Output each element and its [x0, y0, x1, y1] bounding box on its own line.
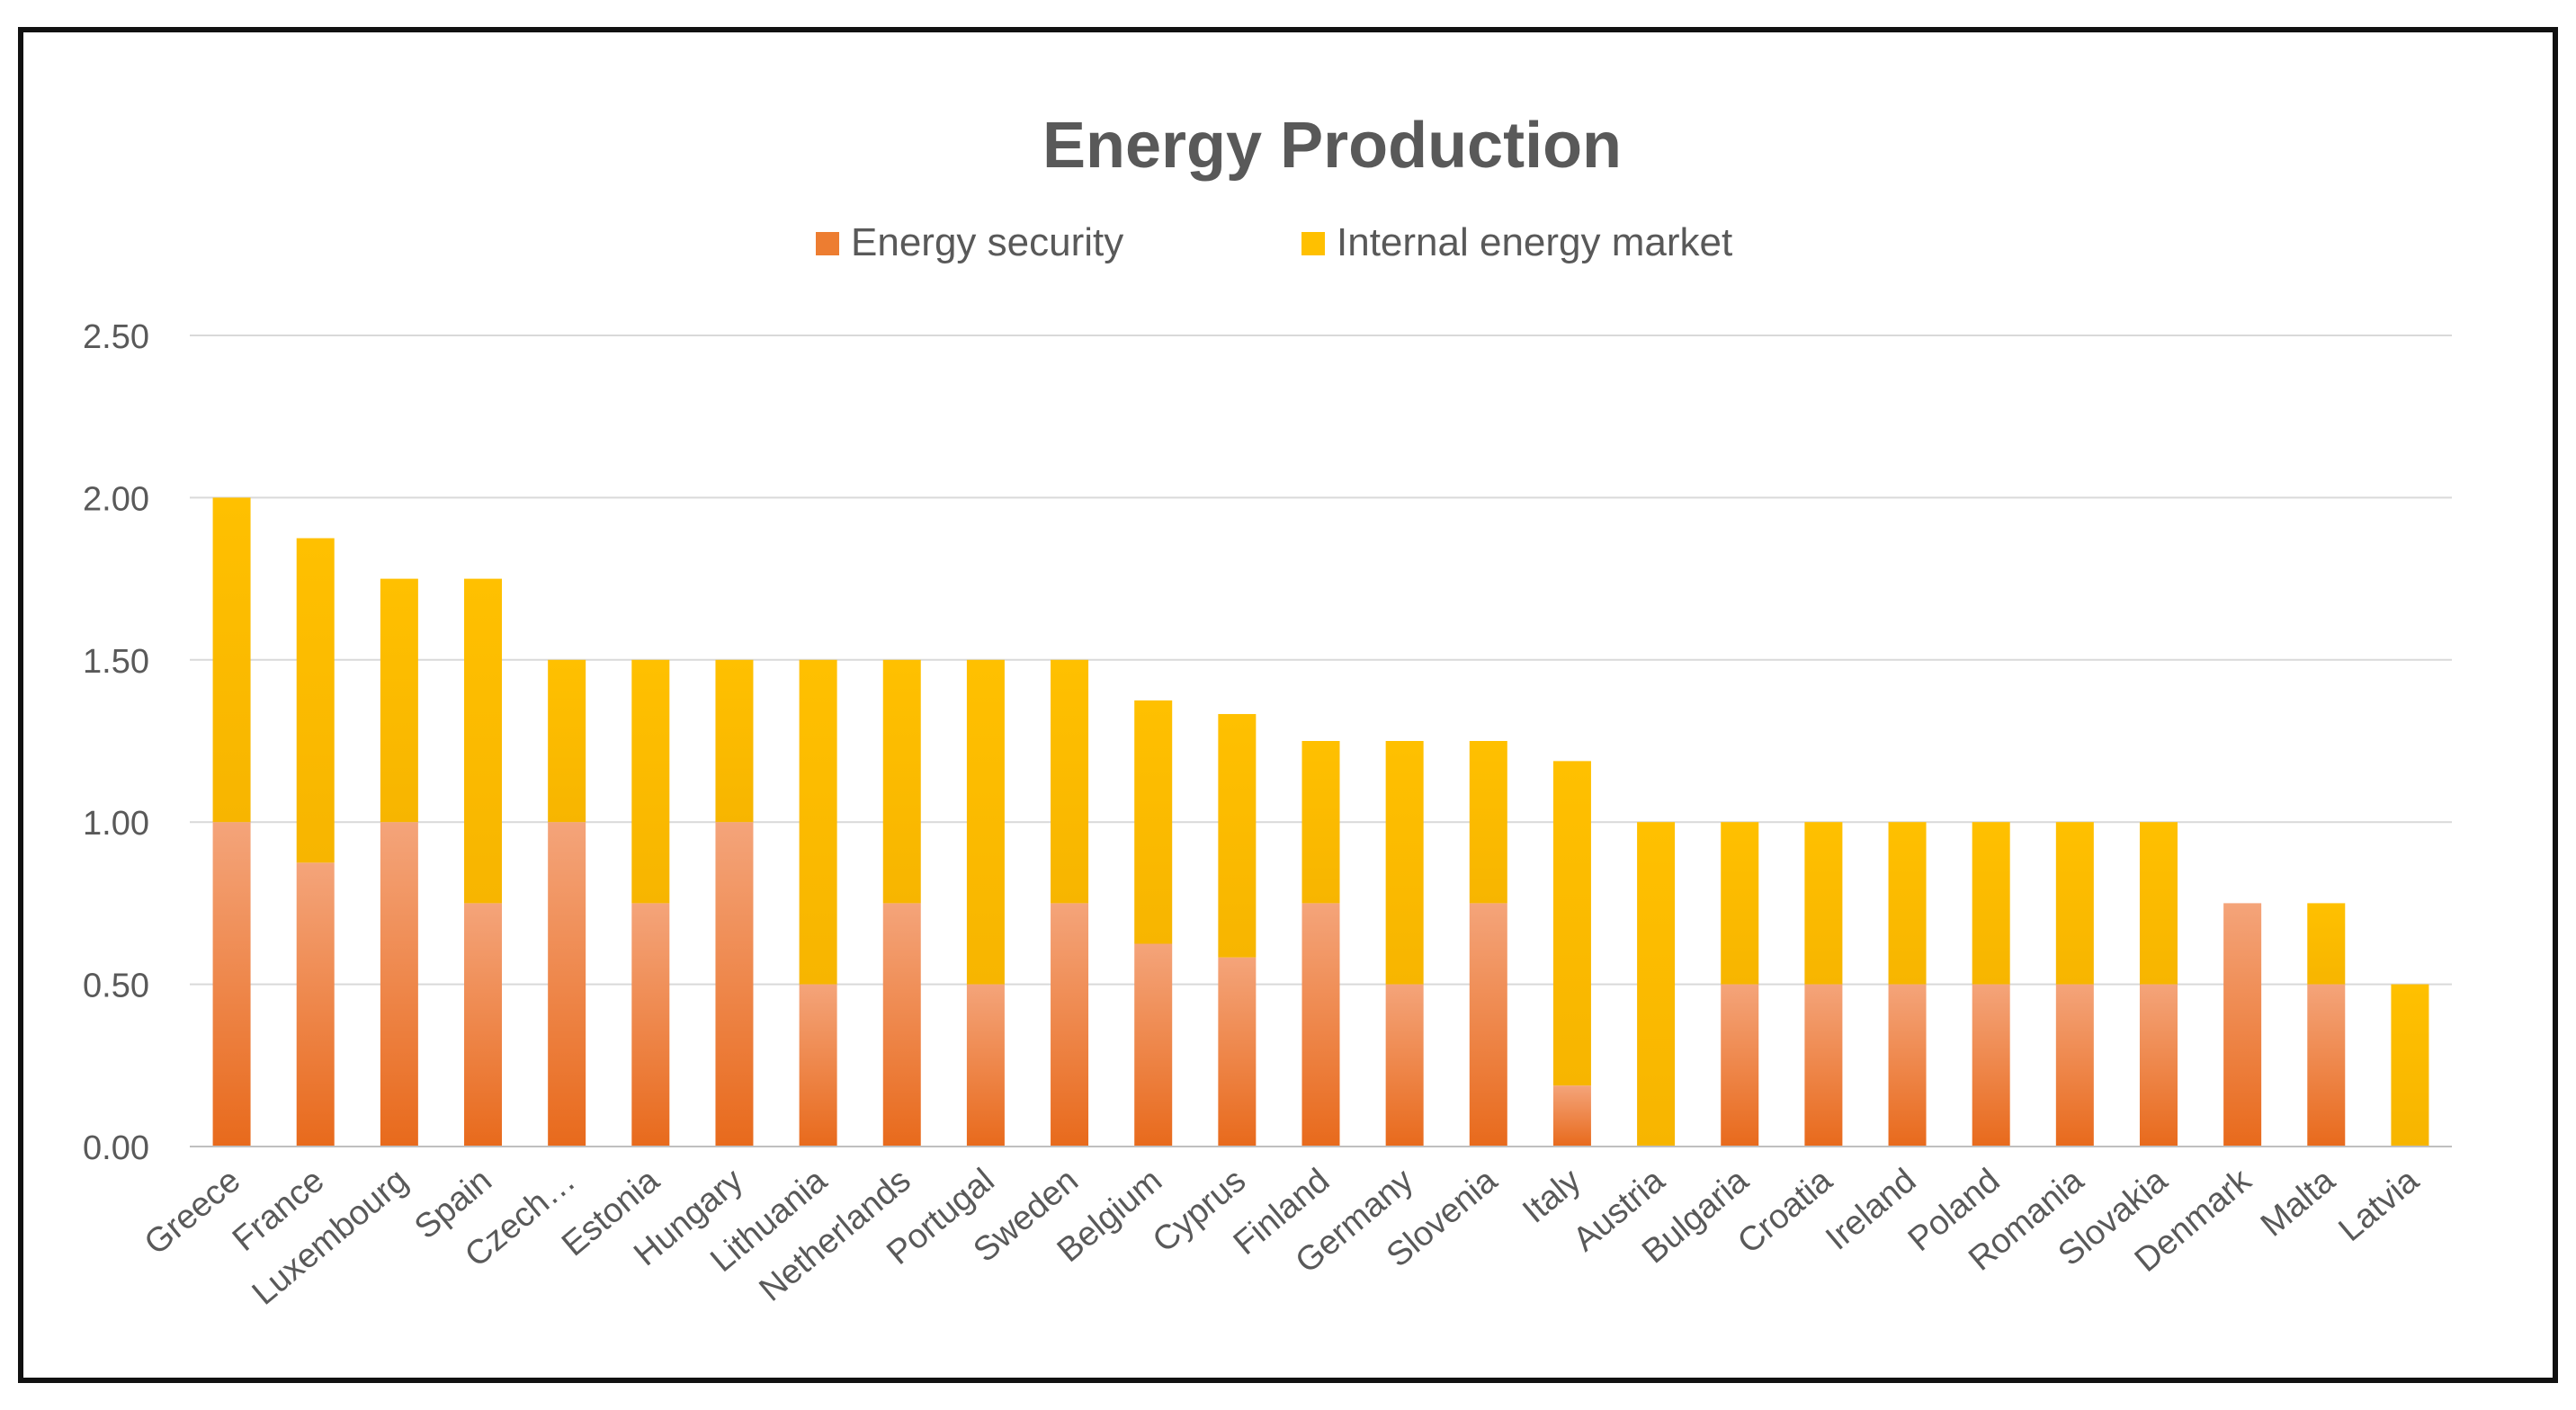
bar-energy-security	[1051, 903, 1089, 1147]
bar-internal-energy-market	[1637, 822, 1676, 1147]
bar-internal-energy-market	[1301, 741, 1340, 904]
bar-energy-security	[2055, 984, 2094, 1147]
bar-internal-energy-market	[212, 497, 251, 823]
bar-internal-energy-market	[1385, 741, 1424, 985]
bar-energy-security	[1301, 903, 1340, 1147]
bar-energy-security	[1972, 984, 2010, 1147]
bar-energy-security	[631, 903, 670, 1147]
legend: Energy security Internal energy market	[816, 220, 1732, 264]
x-category-label: Latvia	[2332, 1161, 2427, 1249]
legend-swatch-energy-security	[816, 232, 839, 255]
x-category-labels: GreeceFranceLuxembourgSpainCzech…Estonia…	[138, 1161, 2427, 1313]
bar-internal-energy-market	[2307, 903, 2346, 985]
bar-energy-security	[799, 984, 837, 1147]
bar-energy-security	[2307, 984, 2346, 1147]
bar-internal-energy-market	[631, 659, 670, 904]
bar-internal-energy-market	[548, 659, 586, 823]
bar-internal-energy-market	[799, 659, 837, 985]
chart-frame: Energy Production Energy security Intern…	[18, 27, 2558, 1383]
bar-energy-security	[1888, 984, 1927, 1147]
bar-internal-energy-market	[296, 538, 335, 863]
x-category-label: Greece	[138, 1162, 247, 1263]
legend-label-energy-security: Energy security	[851, 220, 1123, 264]
bar-energy-security	[715, 822, 754, 1147]
bar-internal-energy-market	[2055, 822, 2094, 985]
bar-energy-security	[1385, 984, 1424, 1147]
bar-energy-security	[464, 903, 503, 1147]
bar-internal-energy-market	[882, 659, 921, 904]
chart-svg: Energy Production Energy security Intern…	[83, 110, 2452, 1313]
y-tick-label: 0.00	[83, 1129, 149, 1167]
bar-internal-energy-market	[1804, 822, 1843, 985]
legend-swatch-internal-energy-market	[1301, 232, 1325, 255]
bar-energy-security	[2139, 984, 2178, 1147]
bar-internal-energy-market	[2139, 822, 2178, 985]
bar-energy-security	[1552, 1085, 1591, 1147]
bar-energy-security	[966, 984, 1005, 1147]
bar-energy-security	[2223, 903, 2262, 1147]
bar-energy-security	[1804, 984, 1843, 1147]
bar-internal-energy-market	[1134, 700, 1173, 944]
chart-title: Energy Production	[1042, 110, 1622, 182]
bar-internal-energy-market	[966, 659, 1005, 985]
bar-internal-energy-market	[1218, 714, 1257, 958]
bar-internal-energy-market	[1721, 822, 1759, 985]
bars	[212, 497, 2429, 1147]
bar-internal-energy-market	[1552, 761, 1591, 1086]
bar-energy-security	[1134, 943, 1173, 1147]
bar-energy-security	[1469, 903, 1507, 1147]
bar-energy-security	[380, 822, 418, 1147]
y-tick-label: 0.50	[83, 968, 149, 1005]
x-category-label: Ireland	[1819, 1162, 1923, 1258]
bar-energy-security	[212, 822, 251, 1147]
y-tick-label: 1.00	[83, 805, 149, 843]
y-tick-labels: 0.00 0.50 1.00 1.50 2.00 2.50	[83, 318, 149, 1167]
bar-energy-security	[296, 862, 335, 1147]
bar-internal-energy-market	[464, 578, 503, 904]
legend-label-internal-energy-market: Internal energy market	[1337, 220, 1732, 264]
bar-energy-security	[1721, 984, 1759, 1147]
y-tick-label: 2.00	[83, 480, 149, 518]
bar-internal-energy-market	[1051, 659, 1089, 904]
bar-energy-security	[882, 903, 921, 1147]
x-category-label: Croatia	[1731, 1161, 1839, 1261]
x-category-label: Malta	[2254, 1161, 2343, 1244]
bar-energy-security	[1218, 957, 1257, 1147]
bar-internal-energy-market	[1972, 822, 2010, 985]
y-tick-label: 1.50	[83, 643, 149, 681]
bar-internal-energy-market	[1888, 822, 1927, 985]
bar-internal-energy-market	[380, 578, 418, 823]
bar-energy-security	[548, 822, 586, 1147]
y-tick-label: 2.50	[83, 318, 149, 356]
bar-internal-energy-market	[715, 659, 754, 823]
bar-internal-energy-market	[1469, 741, 1507, 904]
bar-internal-energy-market	[2391, 984, 2429, 1147]
